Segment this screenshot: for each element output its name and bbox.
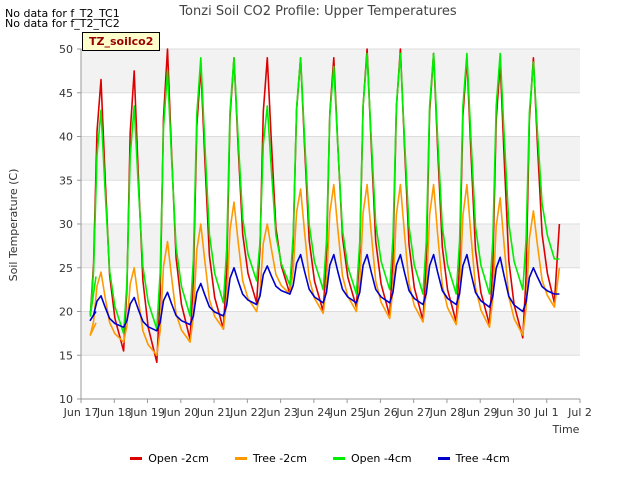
legend-entry: Tree -4cm (437, 452, 510, 465)
y-tick-label: 50 (59, 43, 73, 56)
x-tick-label: Jun 21 (196, 406, 232, 419)
x-tick-label: Jun 19 (129, 406, 165, 419)
legend-entry: Open -2cm (130, 452, 209, 465)
y-tick-label: 15 (59, 349, 73, 362)
legend-label: Open -4cm (351, 452, 412, 465)
x-tick-label: Jun 25 (329, 406, 365, 419)
x-tick-label: Jun 27 (395, 406, 431, 419)
y-axis-label: Soil Temperature (C) (7, 169, 20, 282)
legend-swatch (333, 457, 345, 460)
x-tick-label: Jul 2 (567, 406, 592, 419)
y-tick-label: 45 (59, 87, 73, 100)
x-tick-label: Jun 17 (63, 406, 99, 419)
x-tick-label: Jun 28 (429, 406, 465, 419)
legend-label: Tree -2cm (252, 452, 307, 465)
y-tick-label: 40 (59, 131, 73, 144)
legend-swatch (130, 457, 143, 460)
y-tick-label: 35 (59, 174, 73, 187)
y-tick-label: 25 (59, 262, 73, 275)
x-tick-label: Jun 26 (362, 406, 398, 419)
legend-swatch (234, 457, 247, 460)
x-tick-label: Jun 30 (495, 406, 531, 419)
legend-swatch (437, 457, 450, 460)
chart-title: Tonzi Soil CO2 Profile: Upper Temperatur… (178, 4, 457, 19)
series-line-0 (89, 48, 561, 364)
plot-band (81, 311, 580, 356)
x-tick-label: Jun 23 (262, 406, 298, 419)
no-data-note-2: No data for f_T2_TC2 (5, 17, 120, 30)
x-tick-label: Jun 20 (162, 406, 198, 419)
x-tick-label: Jun 22 (229, 406, 265, 419)
x-tick-label: Jun 24 (296, 406, 332, 419)
series-line-3 (89, 253, 560, 332)
y-axis: 10 15 20 25 30 35 40 45 50 (59, 43, 82, 406)
x-tick-label: Jul 1 (534, 406, 559, 419)
plot-band (81, 49, 580, 93)
site-badge: TZ_soilco2 (82, 32, 161, 51)
y-tick-label: 20 (59, 306, 73, 319)
x-axis-label: Time (552, 423, 580, 436)
legend-entry: Tree -2cm (234, 452, 307, 465)
legend: Open -2cm Tree -2cm Open -4cm Tree -4cm (0, 452, 640, 465)
x-tick-label: Jun 29 (462, 406, 498, 419)
series-layer (89, 48, 561, 364)
legend-entry: Open -4cm (333, 452, 412, 465)
y-tick-label: 10 (59, 393, 73, 406)
y-tick-label: 30 (59, 218, 73, 231)
plot-band (81, 136, 580, 181)
series-line-2 (89, 52, 560, 335)
legend-label: Tree -4cm (455, 452, 510, 465)
legend-label: Open -2cm (148, 452, 209, 465)
no-data-note-1: No data for f_T2_TC1 (5, 7, 120, 20)
x-tick-label: Jun 18 (96, 406, 132, 419)
